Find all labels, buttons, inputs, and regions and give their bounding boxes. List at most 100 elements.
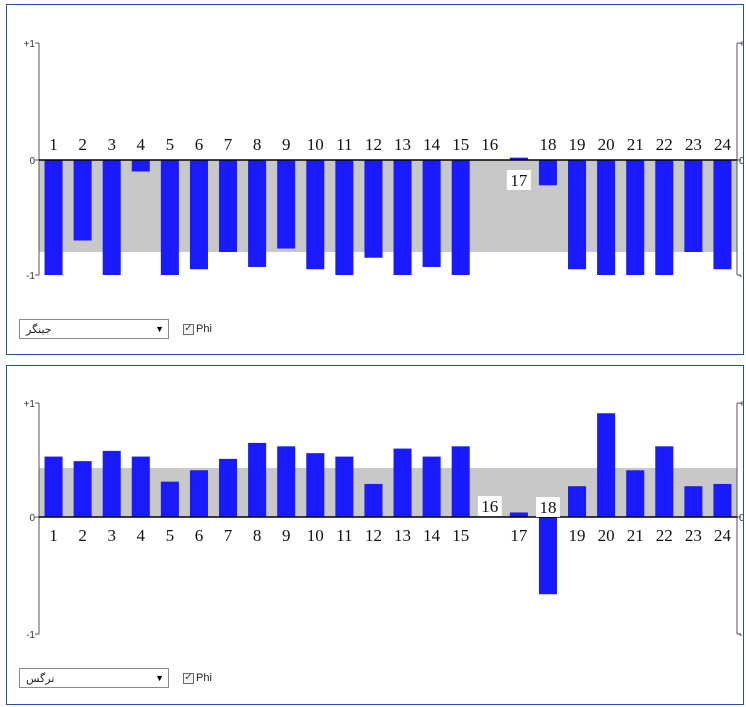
bar <box>73 160 92 241</box>
category-label: 6 <box>195 526 204 545</box>
category-label: 2 <box>78 135 87 154</box>
category-label: 14 <box>423 135 441 154</box>
series-dropdown-1[interactable]: جینگر ▼ <box>19 319 169 339</box>
category-label: 12 <box>365 135 382 154</box>
category-label: 19 <box>569 135 586 154</box>
bar <box>568 486 587 517</box>
bar <box>131 456 150 517</box>
category-label: 1 <box>49 526 58 545</box>
bar <box>364 160 383 258</box>
category-label: 8 <box>253 526 262 545</box>
bar <box>160 160 179 275</box>
category-label: 5 <box>166 135 175 154</box>
category-label: 13 <box>394 526 411 545</box>
category-label: 13 <box>394 135 411 154</box>
bar <box>306 453 325 517</box>
chevron-down-icon: ▼ <box>155 673 164 683</box>
bar <box>451 160 470 275</box>
checkbox-check-icon: ✓ <box>183 323 194 335</box>
phi-checkbox-2[interactable]: ✓ Phi <box>183 672 212 684</box>
category-label: 19 <box>569 526 586 545</box>
category-label: 15 <box>452 135 469 154</box>
y-tick-label-right: 0 <box>739 156 743 167</box>
y-tick-label-right: -1 <box>739 630 743 641</box>
bar <box>160 481 179 517</box>
category-label: 7 <box>224 526 233 545</box>
chart-panel-1: +1+100-1-1123456789101112131415161718192… <box>6 4 744 355</box>
reference-band <box>39 467 737 517</box>
bar <box>422 456 441 517</box>
dropdown-value: نرگس <box>26 672 55 685</box>
y-tick-label-right: 0 <box>739 513 743 524</box>
chevron-down-icon: ▼ <box>155 324 164 334</box>
bar <box>335 160 354 275</box>
bar <box>597 413 616 517</box>
category-label: 3 <box>107 526 116 545</box>
category-label: 11 <box>336 135 352 154</box>
category-label: 16 <box>481 135 498 154</box>
y-tick-label-left: +1 <box>24 399 36 410</box>
category-label: 12 <box>365 526 382 545</box>
category-label: 15 <box>452 526 469 545</box>
checkbox-label: Phi <box>196 672 212 684</box>
category-label: 10 <box>307 526 324 545</box>
category-label: 4 <box>137 135 146 154</box>
category-label: 14 <box>423 526 441 545</box>
bar <box>364 483 383 517</box>
category-label: 24 <box>714 135 732 154</box>
category-label: 1 <box>49 135 58 154</box>
bar <box>393 160 412 275</box>
bar <box>713 483 732 517</box>
y-tick-label-left: -1 <box>26 630 35 641</box>
category-label: 11 <box>336 526 352 545</box>
bar <box>684 160 703 252</box>
category-label-box <box>477 496 502 516</box>
category-label: 17 <box>510 526 528 545</box>
bar <box>189 160 208 270</box>
category-label: 8 <box>253 135 262 154</box>
category-label: 23 <box>685 135 702 154</box>
bar <box>277 160 296 249</box>
bar <box>509 512 528 517</box>
bar <box>393 448 412 517</box>
bar <box>538 160 557 186</box>
bar-chart-1: +1+100-1-1123456789101112131415161718192… <box>24 39 743 282</box>
category-label: 2 <box>78 526 87 545</box>
reference-band <box>39 160 737 252</box>
category-label: 6 <box>195 135 204 154</box>
category-label: 18 <box>539 498 556 517</box>
checkbox-label: Phi <box>196 323 212 335</box>
bar <box>219 160 238 252</box>
bar <box>277 446 296 517</box>
bar <box>219 458 238 517</box>
bar <box>422 160 441 267</box>
bar <box>626 160 645 275</box>
category-label: 22 <box>656 135 673 154</box>
category-label: 4 <box>137 526 146 545</box>
checkbox-check-icon: ✓ <box>183 672 194 684</box>
category-label: 3 <box>107 135 116 154</box>
y-tick-label-left: 0 <box>29 513 35 524</box>
category-label: 22 <box>656 526 673 545</box>
category-label: 20 <box>598 526 615 545</box>
category-label: 23 <box>685 526 702 545</box>
bar <box>568 160 587 270</box>
bar <box>248 160 267 267</box>
bar <box>102 450 121 517</box>
category-label: 17 <box>510 171 528 190</box>
controls-2: نرگس ▼ ✓ Phi <box>19 668 212 688</box>
phi-checkbox-1[interactable]: ✓ Phi <box>183 323 212 335</box>
bar <box>684 486 703 517</box>
category-label: 16 <box>481 497 498 516</box>
y-tick-label-right: +1 <box>739 399 743 410</box>
category-label: 5 <box>166 526 175 545</box>
bar <box>44 160 63 275</box>
bar <box>655 446 674 517</box>
y-tick-label-left: -1 <box>26 271 35 282</box>
series-dropdown-2[interactable]: نرگس ▼ <box>19 668 169 688</box>
category-label: 9 <box>282 526 291 545</box>
y-tick-label-left: 0 <box>29 156 35 167</box>
bar <box>655 160 674 275</box>
bar <box>451 446 470 517</box>
bar <box>626 470 645 517</box>
